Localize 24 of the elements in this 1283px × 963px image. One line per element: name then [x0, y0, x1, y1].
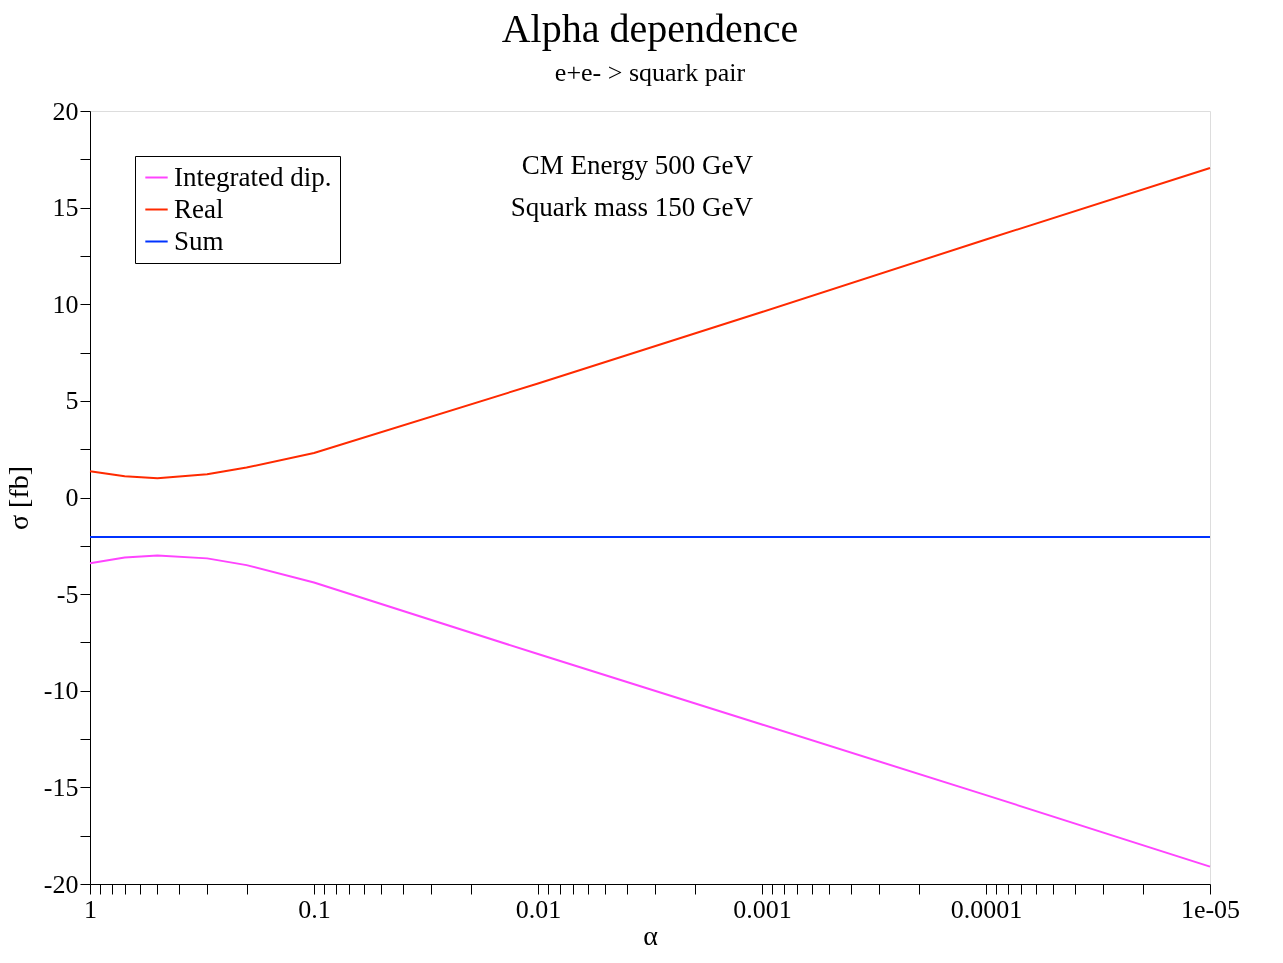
legend-label: Sum [174, 225, 224, 256]
y-tick-label: -15 [43, 772, 79, 802]
x-tick-label: 0.1 [298, 894, 331, 924]
x-tick-label: 1 [84, 894, 97, 924]
legend-label: Integrated dip. [174, 161, 332, 192]
chart-subtitle: e+e- > squark pair [554, 58, 746, 87]
x-tick-label: 1e-05 [1180, 894, 1241, 924]
annotation: Squark mass 150 GeV [510, 192, 754, 222]
y-axis-title: σ [fb] [2, 465, 34, 531]
chart-title: Alpha dependence [501, 6, 799, 51]
x-tick-label: 0.001 [733, 894, 792, 924]
y-tick-label: -5 [56, 579, 79, 609]
annotation: CM Energy 500 GeV [521, 150, 754, 180]
y-tick-label: 20 [52, 96, 79, 126]
y-tick-label: 10 [52, 289, 79, 319]
y-tick-label: -10 [43, 676, 79, 706]
x-tick-label: 0.0001 [950, 894, 1023, 924]
y-tick-label: -20 [43, 869, 79, 899]
y-tick-label: 5 [65, 386, 79, 416]
x-axis-title: α [643, 919, 659, 951]
legend-label: Real [174, 193, 224, 224]
y-tick-label: 15 [52, 193, 79, 223]
x-tick-label: 0.01 [515, 894, 562, 924]
y-tick-label: 0 [65, 483, 79, 512]
